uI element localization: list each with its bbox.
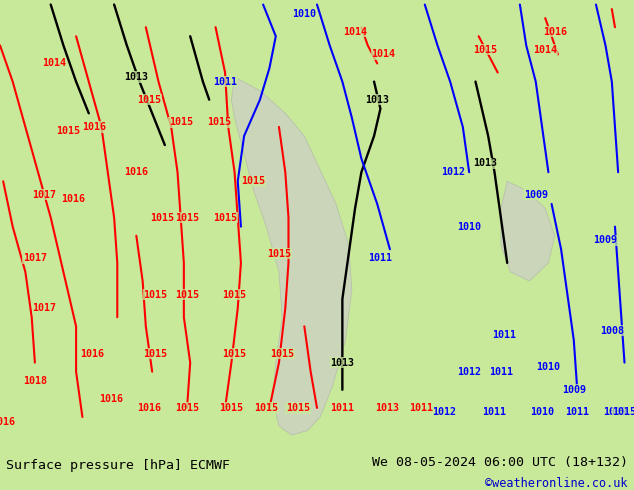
Text: 1015: 1015 [169, 118, 193, 127]
Text: 1011: 1011 [482, 408, 507, 417]
Text: 1013: 1013 [375, 403, 399, 413]
Text: 1017: 1017 [32, 190, 56, 200]
Text: 1015: 1015 [473, 45, 497, 55]
Text: 1016: 1016 [124, 167, 148, 177]
Text: 1011: 1011 [368, 253, 392, 263]
Text: 1016: 1016 [61, 195, 85, 204]
Text: 1015: 1015 [223, 348, 247, 359]
Text: 1011: 1011 [492, 330, 516, 341]
Text: 1009: 1009 [562, 385, 586, 395]
Text: 1015: 1015 [267, 249, 291, 259]
Text: 1015: 1015 [137, 95, 161, 105]
Text: 1015: 1015 [175, 403, 199, 413]
Text: 1015: 1015 [175, 213, 199, 222]
Text: 1013: 1013 [124, 72, 148, 82]
Text: 1017: 1017 [23, 253, 47, 263]
Text: 1016: 1016 [80, 348, 104, 359]
Text: 1012: 1012 [432, 408, 456, 417]
Text: ©weatheronline.co.uk: ©weatheronline.co.uk [485, 477, 628, 490]
Text: 1011: 1011 [330, 403, 354, 413]
Text: 1013: 1013 [365, 95, 389, 105]
Text: 1010: 1010 [457, 221, 481, 232]
Text: 1015: 1015 [286, 403, 310, 413]
Text: 1015: 1015 [612, 408, 634, 417]
Text: 1016: 1016 [137, 403, 161, 413]
Text: 1015: 1015 [254, 403, 278, 413]
Text: 1014: 1014 [372, 49, 396, 59]
Text: 1011: 1011 [565, 408, 589, 417]
Text: 1015: 1015 [56, 126, 81, 136]
Text: 1016: 1016 [99, 394, 123, 404]
Polygon shape [501, 181, 555, 281]
Text: 1015: 1015 [143, 348, 167, 359]
Text: 1010: 1010 [292, 9, 316, 19]
Polygon shape [231, 77, 352, 435]
Text: 1010: 1010 [536, 362, 560, 372]
Text: 1016: 1016 [543, 27, 567, 37]
Text: 1009: 1009 [524, 190, 548, 200]
Text: 1009: 1009 [603, 408, 627, 417]
Text: 1015: 1015 [213, 213, 237, 222]
Text: 1009: 1009 [593, 235, 618, 245]
Text: 1016: 1016 [82, 122, 106, 132]
Text: 1017: 1017 [32, 303, 56, 313]
Text: We 08-05-2024 06:00 UTC (18+132): We 08-05-2024 06:00 UTC (18+132) [372, 456, 628, 469]
Text: 1010: 1010 [530, 408, 554, 417]
Text: 1018: 1018 [23, 376, 47, 386]
Text: 1013: 1013 [330, 358, 354, 368]
Text: 1015: 1015 [270, 348, 294, 359]
Text: 1014: 1014 [533, 45, 557, 55]
Text: 1011: 1011 [410, 403, 434, 413]
Text: 1013: 1013 [473, 158, 497, 168]
Text: 1015: 1015 [223, 290, 247, 299]
Text: 1016: 1016 [0, 416, 15, 426]
Text: 1015: 1015 [242, 176, 266, 186]
Text: 1015: 1015 [143, 290, 167, 299]
Text: 1015: 1015 [207, 118, 231, 127]
Text: 1011: 1011 [489, 367, 513, 377]
Text: 1012: 1012 [457, 367, 481, 377]
Text: 1011: 1011 [213, 76, 237, 87]
Text: 1015: 1015 [150, 213, 174, 222]
Text: 1015: 1015 [219, 403, 243, 413]
Text: Surface pressure [hPa] ECMWF: Surface pressure [hPa] ECMWF [6, 459, 230, 471]
Text: 1012: 1012 [441, 167, 465, 177]
Text: 1015: 1015 [175, 290, 199, 299]
Text: 1008: 1008 [600, 326, 624, 336]
Text: 1014: 1014 [343, 27, 367, 37]
Text: 1014: 1014 [42, 58, 66, 69]
